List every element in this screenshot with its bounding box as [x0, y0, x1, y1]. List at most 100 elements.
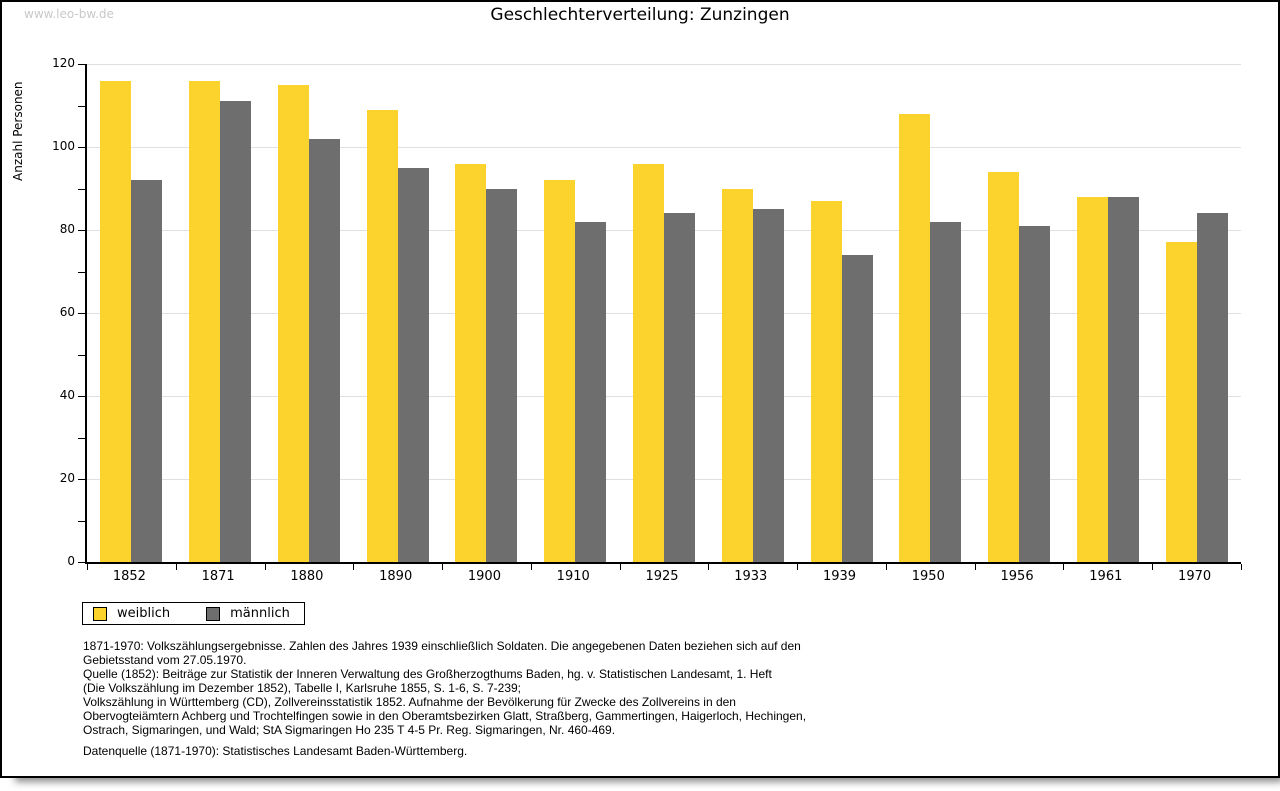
- bar-männlich-1970: [1196, 213, 1228, 562]
- gridline-100: [87, 147, 1241, 148]
- bar-group-1933: [708, 188, 797, 562]
- y-tick-30: [78, 437, 86, 439]
- gridline-120: [87, 64, 1241, 65]
- bar-männlich-1871: [220, 101, 252, 562]
- bar-weiblich-1890: [366, 109, 398, 562]
- bar-männlich-1925: [663, 213, 695, 562]
- y-tick-40: [78, 396, 86, 397]
- x-label-1970: 1970: [1178, 569, 1212, 584]
- bar-weiblich-1871: [189, 80, 221, 562]
- bar-group-1890: [353, 109, 442, 562]
- footnote-line: Obervogteiämtern Achberg und Trochtelfin…: [83, 709, 807, 723]
- footnote-line: Gebietsstand vom 27.05.1970.: [83, 653, 247, 667]
- footnote-line: Volkszählung in Württemberg (CD), Zollve…: [83, 695, 736, 709]
- bar-männlich-1961: [1107, 196, 1139, 562]
- footnote-line: 1871-1970: Volkszählungsergebnisse. Zahl…: [83, 639, 801, 653]
- bar-männlich-1910: [575, 221, 607, 562]
- y-tick-20: [78, 479, 86, 480]
- bar-weiblich-1925: [632, 163, 664, 562]
- y-tick-10: [78, 520, 86, 522]
- y-tick-label-80: 80: [59, 222, 75, 236]
- bar-group-1961: [1063, 196, 1152, 562]
- y-tick-0: [78, 562, 86, 563]
- footnote-line: Ostrach, Sigmaringen, und Wald; StA Sigm…: [83, 723, 616, 737]
- bar-group-1910: [531, 180, 620, 562]
- bar-weiblich-1950: [899, 113, 931, 562]
- bar-weiblich-1970: [1165, 242, 1197, 562]
- x-tick: [974, 564, 976, 570]
- x-tick: [175, 564, 177, 570]
- legend-item-männlich: männlich: [206, 606, 290, 621]
- x-label-1852: 1852: [112, 569, 146, 584]
- bar-männlich-1880: [308, 138, 340, 562]
- bar-weiblich-1880: [277, 84, 309, 562]
- y-tick-120: [78, 64, 86, 65]
- legend-label-männlich: männlich: [230, 606, 290, 621]
- y-tick-110: [78, 105, 86, 107]
- bar-group-1925: [620, 163, 709, 562]
- y-axis-label: Anzahl Personen: [11, 81, 25, 181]
- y-tick-label-120: 120: [52, 56, 75, 70]
- legend-item-weiblich: weiblich: [93, 606, 170, 621]
- bar-weiblich-1956: [988, 171, 1020, 562]
- x-label-1871: 1871: [201, 569, 235, 584]
- bar-group-1956: [975, 171, 1064, 562]
- x-label-1950: 1950: [911, 569, 945, 584]
- x-tick: [708, 564, 710, 570]
- x-label-1910: 1910: [556, 569, 590, 584]
- x-label-1939: 1939: [822, 569, 857, 584]
- y-tick-100: [78, 147, 86, 148]
- y-tick-label-60: 60: [59, 305, 75, 319]
- x-tick: [619, 564, 621, 570]
- bar-männlich-1939: [841, 254, 873, 562]
- bar-weiblich-1852: [100, 80, 132, 562]
- x-label-1956: 1956: [1000, 569, 1034, 584]
- y-tick-label-100: 100: [52, 139, 75, 153]
- x-tick: [885, 564, 887, 570]
- x-tick: [530, 564, 532, 570]
- bar-group-1871: [176, 80, 265, 562]
- footnote-line: Quelle (1852): Beiträge zur Statistik de…: [83, 667, 772, 681]
- bar-weiblich-1900: [455, 163, 487, 562]
- footnote-spacer: [83, 737, 983, 744]
- bar-group-1880: [265, 84, 354, 562]
- footnote-line: Datenquelle (1871-1970): Statistisches L…: [83, 744, 468, 758]
- y-tick-90: [78, 188, 86, 190]
- watermark: www.leo-bw.de: [24, 7, 114, 21]
- bar-group-1900: [442, 163, 531, 562]
- x-tick: [1241, 564, 1242, 570]
- y-tick-label-20: 20: [59, 471, 75, 485]
- bar-männlich-1890: [397, 167, 429, 562]
- x-tick: [353, 564, 355, 570]
- x-tick: [1152, 564, 1154, 570]
- x-label-1890: 1890: [379, 569, 413, 584]
- source-notes: 1871-1970: Volkszählungsergebnisse. Zahl…: [83, 639, 983, 758]
- legend-swatch-weiblich-icon: [93, 606, 107, 621]
- bar-männlich-1933: [752, 209, 784, 562]
- x-axis-labels: 1852 1871 1880 1890 1900 1910 1925 1933 1939 1950…: [85, 569, 1239, 587]
- bar-weiblich-1939: [810, 200, 842, 562]
- x-tick: [797, 564, 799, 570]
- legend-swatch-männlich-icon: [206, 606, 221, 621]
- bar-group-1950: [886, 113, 975, 562]
- x-tick: [87, 564, 88, 570]
- legend: weiblich männlich: [82, 602, 305, 625]
- x-label-1933: 1933: [734, 569, 768, 584]
- y-tick-label-40: 40: [59, 388, 75, 402]
- y-tick-50: [78, 354, 86, 356]
- bar-group-1852: [87, 80, 176, 562]
- bar-group-1970: [1152, 213, 1241, 562]
- chart-title: Geschlechterverteilung: Zunzingen: [490, 5, 790, 25]
- bar-weiblich-1910: [544, 180, 576, 562]
- x-label-1925: 1925: [645, 569, 679, 584]
- bar-männlich-1900: [486, 188, 518, 562]
- x-tick: [264, 564, 266, 570]
- bar-weiblich-1961: [1076, 196, 1108, 562]
- footnote-line: (Die Volkszählung im Dezember 1852), Tab…: [83, 681, 522, 695]
- bar-männlich-1950: [930, 221, 962, 562]
- bar-männlich-1956: [1019, 225, 1051, 562]
- legend-label-weiblich: weiblich: [117, 606, 171, 621]
- y-tick-60: [78, 313, 86, 314]
- x-tick: [1063, 564, 1065, 570]
